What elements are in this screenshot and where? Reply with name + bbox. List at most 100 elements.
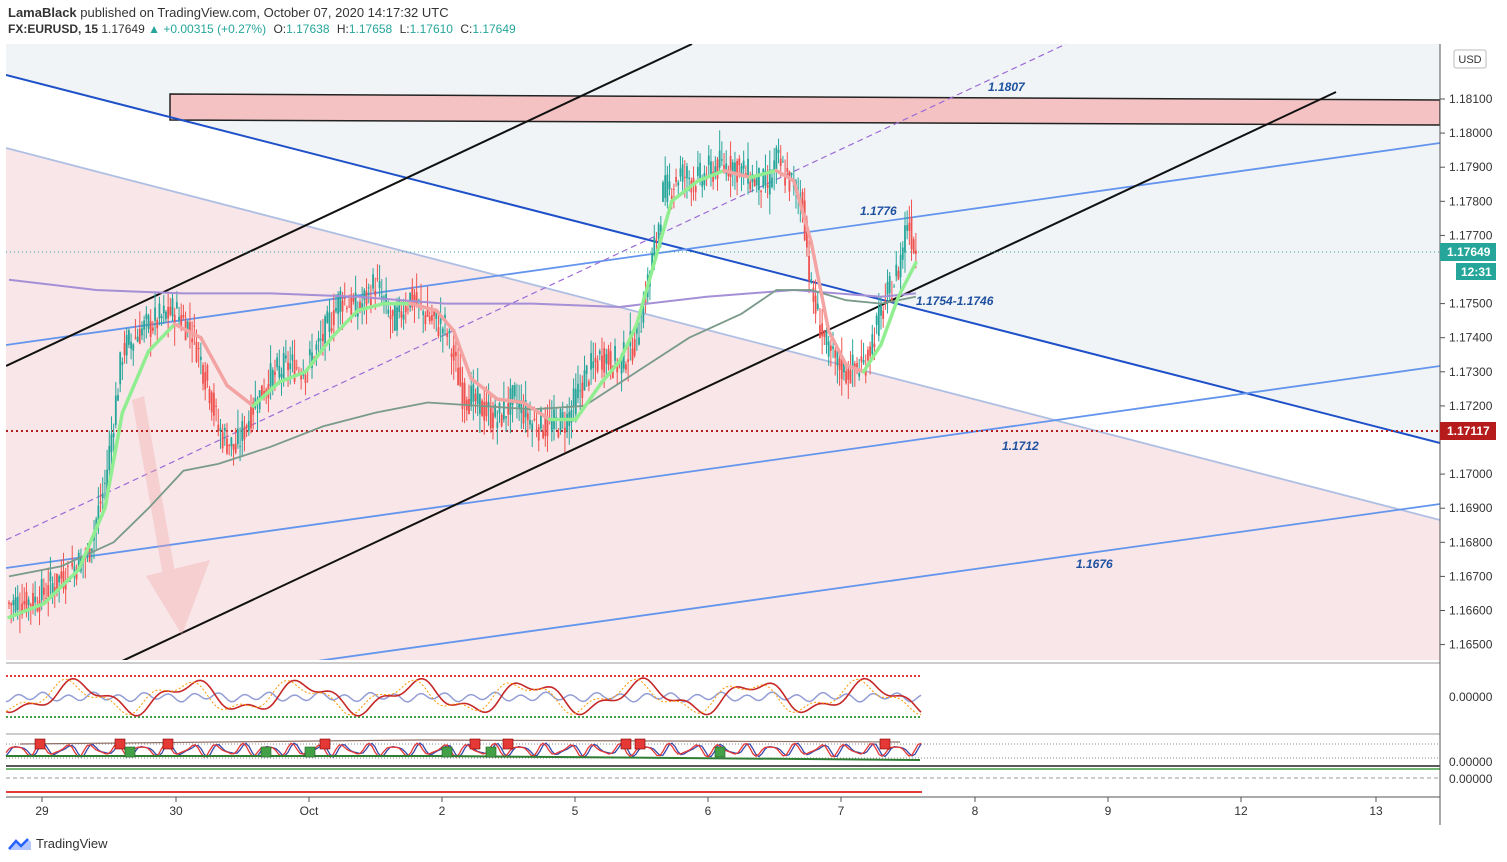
candle-body bbox=[860, 356, 863, 362]
candle-body bbox=[784, 177, 786, 186]
currency-button[interactable]: USD bbox=[1453, 49, 1487, 69]
footer-brand[interactable]: TradingView bbox=[36, 836, 108, 851]
candle-body bbox=[276, 357, 279, 368]
candle-body bbox=[779, 158, 782, 167]
tradingview-logo-icon[interactable] bbox=[8, 837, 32, 851]
candle-body bbox=[620, 354, 623, 374]
oscillator-pane-3[interactable] bbox=[6, 768, 1440, 793]
candle-body bbox=[899, 254, 902, 278]
close-value: 1.17649 bbox=[472, 22, 516, 36]
candle-body bbox=[474, 393, 477, 402]
candle-body bbox=[36, 605, 39, 611]
high-value: 1.17658 bbox=[348, 22, 393, 36]
fast-ma-segment bbox=[521, 400, 552, 422]
candle-body bbox=[455, 351, 457, 357]
candle-body bbox=[893, 286, 895, 288]
symbol-label[interactable]: FX:EURUSD, 15 bbox=[8, 22, 99, 36]
candle-body bbox=[640, 331, 643, 333]
candle-body bbox=[66, 565, 69, 567]
candle-body bbox=[404, 306, 407, 313]
author-name[interactable]: LamaBlack bbox=[8, 5, 77, 20]
candle-body bbox=[60, 571, 63, 579]
candle-body bbox=[856, 363, 858, 368]
annotation-1676: 1.1676 bbox=[1076, 557, 1113, 571]
candle-body bbox=[638, 337, 640, 345]
candle-body bbox=[801, 191, 804, 211]
candle-body bbox=[498, 403, 501, 414]
candle-body bbox=[457, 367, 459, 386]
time-tick-label: 30 bbox=[169, 804, 183, 818]
sell-signal-marker bbox=[620, 738, 632, 750]
candle-body bbox=[97, 505, 100, 521]
candle-body bbox=[483, 402, 486, 421]
fast-ma-segment bbox=[669, 179, 700, 204]
candle-body bbox=[631, 348, 634, 361]
candle-body bbox=[587, 381, 590, 386]
open-value: 1.17638 bbox=[286, 22, 330, 36]
fast-ma-segment bbox=[792, 179, 813, 244]
time-axis[interactable]: 29 30 Oct 2 5 6 7 8 9 12 13 bbox=[35, 797, 1383, 818]
fast-ma-segment bbox=[879, 295, 901, 347]
buy-signal-marker bbox=[485, 746, 497, 758]
candle-body bbox=[32, 592, 34, 610]
candle-body bbox=[627, 359, 630, 362]
candle-body bbox=[337, 293, 340, 314]
price-tick-label: 1.16800 bbox=[1449, 535, 1493, 549]
buy-signal-marker bbox=[260, 746, 272, 758]
candle-body bbox=[439, 316, 442, 324]
candle-body bbox=[158, 303, 161, 319]
candle-body bbox=[295, 367, 298, 369]
candle-body bbox=[132, 344, 135, 351]
osc2-trend-brown bbox=[19, 739, 901, 745]
candle-body bbox=[540, 408, 542, 429]
oscillator-pane-2[interactable] bbox=[5, 738, 1440, 767]
candle-body bbox=[23, 600, 26, 605]
candle-body bbox=[121, 362, 124, 365]
fast-ma-segment bbox=[809, 240, 831, 333]
candle-body bbox=[716, 159, 719, 179]
candle-body bbox=[119, 352, 122, 385]
candle-body bbox=[354, 292, 357, 316]
candle-body bbox=[90, 548, 93, 551]
level-price-text: 1.17117 bbox=[1447, 424, 1490, 438]
candle-body bbox=[891, 297, 893, 302]
candle-body bbox=[561, 412, 564, 419]
candle-body bbox=[51, 583, 54, 597]
candle-body bbox=[550, 420, 553, 433]
candle-body bbox=[154, 307, 156, 321]
candle-body bbox=[531, 423, 534, 431]
price-tick-label: 1.17200 bbox=[1449, 399, 1493, 413]
price-tick-label: 1.16500 bbox=[1449, 638, 1493, 652]
candle-body bbox=[141, 328, 143, 336]
candle-body bbox=[88, 548, 91, 562]
candle-body bbox=[755, 176, 758, 186]
candle-body bbox=[435, 311, 438, 320]
candle-body bbox=[123, 342, 126, 356]
price-axis[interactable]: 1.18100 1.18000 1.17900 1.17800 1.17700 1.175… bbox=[1440, 92, 1493, 652]
osc2-zero-label: 0.00000 bbox=[1449, 755, 1493, 769]
candle-body bbox=[367, 287, 370, 289]
time-tick-label: 6 bbox=[705, 804, 712, 818]
sell-signal-marker bbox=[319, 738, 331, 750]
price-tick-label: 1.17000 bbox=[1449, 467, 1493, 481]
candle-body bbox=[47, 585, 50, 597]
buy-signal-marker bbox=[441, 746, 453, 758]
candle-body bbox=[431, 315, 433, 321]
fast-ma-segment bbox=[844, 363, 866, 374]
candle-body bbox=[664, 175, 667, 198]
candle-body bbox=[535, 429, 538, 432]
candle-body bbox=[747, 158, 749, 184]
candle-body bbox=[167, 306, 170, 319]
high-label: H: bbox=[336, 22, 349, 36]
candle-body bbox=[356, 313, 359, 317]
oscillator-pane-1[interactable] bbox=[5, 662, 1440, 735]
candle-body bbox=[790, 173, 793, 176]
candle-body bbox=[300, 373, 303, 380]
candle-body bbox=[369, 296, 372, 307]
candle-body bbox=[204, 372, 207, 390]
candle-body bbox=[411, 287, 414, 308]
candle-body bbox=[590, 353, 592, 370]
candle-body bbox=[834, 349, 837, 358]
candle-body bbox=[692, 177, 695, 185]
